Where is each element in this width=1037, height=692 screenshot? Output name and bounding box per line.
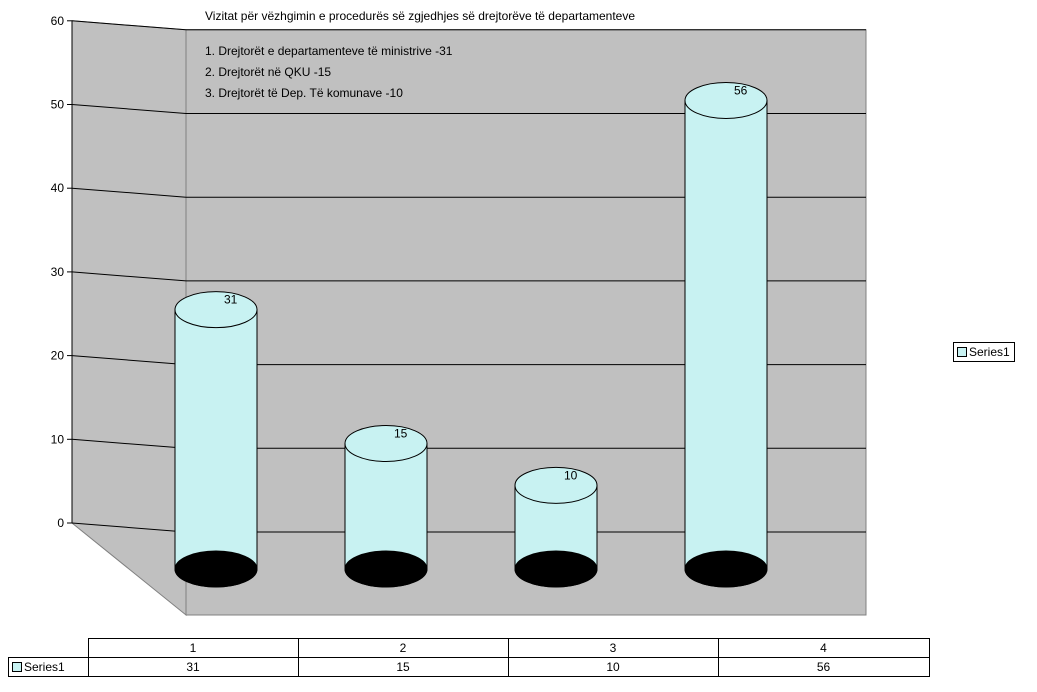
bar-top: [344, 425, 428, 462]
data-label: 56: [734, 83, 748, 97]
legend-swatch: [957, 347, 967, 357]
bar-body: [684, 99, 768, 588]
bar-top: [684, 81, 768, 119]
data-label: 15: [394, 427, 408, 441]
bar-top: [514, 466, 598, 504]
bar-base: [344, 550, 428, 588]
side-wall: [71, 20, 187, 617]
y-tick-label: 60: [51, 14, 65, 28]
chart-area: 0 10 20 30 40 50 60 31 15 10 56 Vizitat për vëzhg…: [51, 9, 867, 617]
data-table-row: Series1 31 15 10 56: [8, 657, 930, 677]
data-table-value-cell: 56: [717, 657, 930, 677]
y-tick-label: 10: [51, 432, 65, 446]
legend-label: Series1: [969, 345, 1010, 359]
data-table-series-name: Series1: [24, 660, 65, 674]
data-table-corner: [9, 639, 89, 658]
chart-note-1: 1. Drejtorët e departamenteve të ministr…: [205, 44, 453, 58]
bar: [684, 81, 768, 588]
data-labels: 31 15 10 56: [224, 83, 748, 482]
data-table-header-cell: 3: [507, 638, 719, 658]
bar-base: [684, 550, 768, 588]
data-table-header-cell: 2: [297, 638, 509, 658]
bar-top: [174, 291, 258, 329]
chart-title-block: Vizitat për vëzhgimin e procedurës së zg…: [205, 9, 635, 100]
chart-note-3: 3. Drejtorët të Dep. Të komunave -10: [205, 86, 403, 100]
gridline-side: [71, 20, 187, 31]
gridline-side: [71, 522, 187, 533]
gridline-side: [71, 187, 187, 198]
gridline-side: [71, 271, 187, 282]
bar-body: [174, 309, 258, 588]
y-tick-label: 0: [57, 516, 64, 530]
data-table-header-cell: 1: [87, 638, 299, 658]
y-tick-label: 20: [51, 349, 65, 363]
data-table-header-row: 1 2 3 4: [9, 638, 930, 658]
chart-note-2: 2. Drejtorët në QKU -15: [205, 65, 331, 79]
data-label: 10: [564, 468, 578, 482]
data-table-legend-swatch: [12, 662, 22, 672]
data-table: 1 2 3 4 Series1 31 15 10 56: [8, 638, 930, 677]
gridline-side: [71, 438, 187, 449]
y-tick-label: 50: [51, 98, 65, 112]
data-table-value-cell: 10: [507, 657, 719, 677]
y-axis: 0 10 20 30 40 50 60: [51, 14, 73, 530]
bar: [344, 425, 428, 588]
data-table-header-cell: 4: [717, 638, 930, 658]
bar-base: [174, 550, 258, 588]
y-tick-label: 30: [51, 265, 65, 279]
chart-legend: Series1: [953, 342, 1015, 362]
data-table-value-cell: 15: [297, 657, 509, 677]
gridline-side: [71, 104, 187, 114]
bar-series: [174, 81, 768, 588]
chart-title: Vizitat për vëzhgimin e procedurës së zg…: [205, 9, 635, 23]
data-table-series-label: Series1: [8, 657, 89, 677]
gridline-side: [71, 355, 187, 366]
bar: [514, 466, 598, 588]
bar-base: [514, 550, 598, 588]
y-tick-label: 40: [51, 181, 65, 195]
bar: [174, 291, 258, 588]
data-table-value-cell: 31: [87, 657, 299, 677]
data-label: 31: [224, 293, 238, 307]
